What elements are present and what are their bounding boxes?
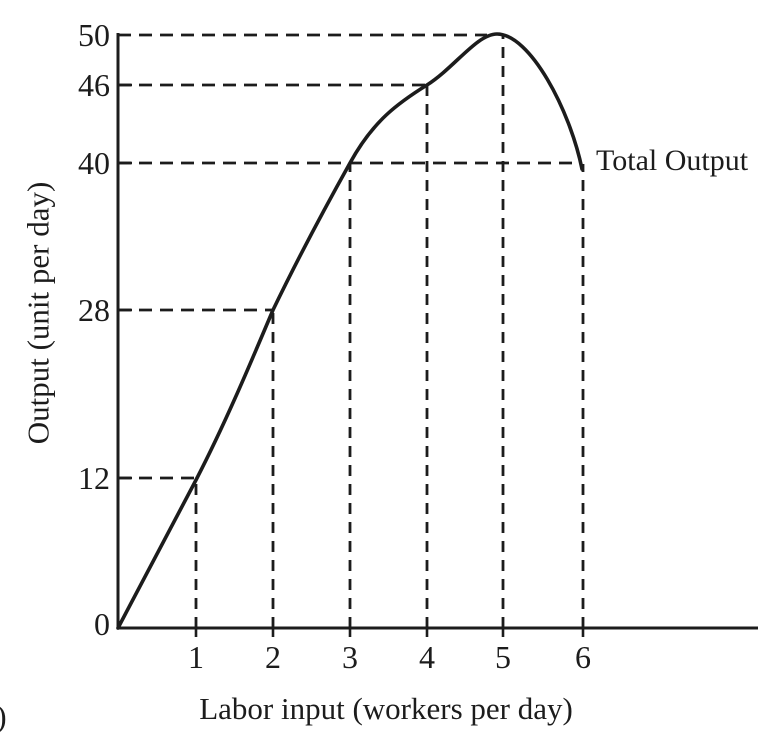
total-output-curve xyxy=(116,32,584,630)
curve-annotation-total-output: Total Output xyxy=(596,144,749,177)
y-tick-label-40: 40 xyxy=(78,145,110,181)
x-tick-label-6: 6 xyxy=(575,639,591,675)
x-axis-ticks xyxy=(194,628,585,637)
x-tick-label-1: 1 xyxy=(188,639,204,675)
y-tick-label-46: 46 xyxy=(78,67,110,103)
horizontal-guide-lines xyxy=(118,33,578,480)
vertical-guide-lines xyxy=(194,36,585,628)
x-tick-label-2: 2 xyxy=(265,639,281,675)
x-tick-label-4: 4 xyxy=(419,639,435,675)
x-tick-label-5: 5 xyxy=(495,639,511,675)
x-axis-title: Labor input (workers per day) xyxy=(199,691,573,726)
y-axis-ticks xyxy=(118,83,132,480)
y-tick-label-50: 50 xyxy=(78,17,110,53)
y-axis-title: Output (unit per day) xyxy=(20,181,56,445)
y-tick-label-12: 12 xyxy=(78,460,110,496)
corner-caption-fragment: ) xyxy=(0,700,7,732)
origin-label: 0 xyxy=(94,606,110,642)
x-tick-label-3: 3 xyxy=(342,639,358,675)
y-tick-label-28: 28 xyxy=(78,292,110,328)
